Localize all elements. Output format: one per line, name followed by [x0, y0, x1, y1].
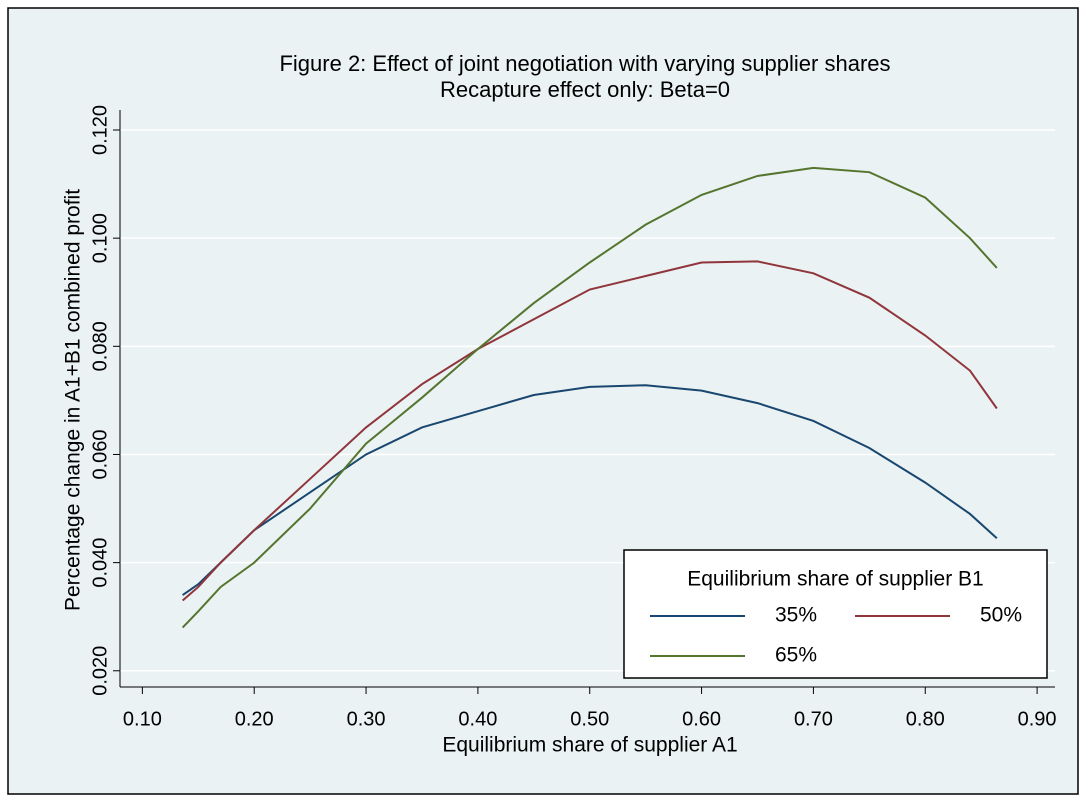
y-tick-label: 0.040: [89, 538, 111, 588]
x-tick-label: 0.70: [794, 708, 833, 730]
chart-title: Figure 2: Effect of joint negotiation wi…: [279, 51, 890, 76]
series-line: [181, 260, 998, 602]
x-tick-label: 0.80: [906, 708, 945, 730]
y-tick-label: 0.060: [89, 429, 111, 479]
legend-label: 35%: [775, 604, 817, 627]
x-axis-label: Equilibrium share of supplier A1: [442, 734, 737, 757]
series-line: [181, 166, 998, 629]
x-tick-label: 0.20: [235, 708, 274, 730]
y-tick-label: 0.020: [89, 646, 111, 696]
y-tick-label: 0.120: [89, 105, 111, 155]
x-tick-label: 0.40: [458, 708, 497, 730]
x-tick-label: 0.90: [1018, 708, 1057, 730]
legend-label: 65%: [775, 644, 817, 667]
chart-subtitle: Recapture effect only: Beta=0: [440, 77, 730, 102]
x-tick-label: 0.10: [123, 708, 162, 730]
x-tick-label: 0.30: [347, 708, 386, 730]
x-tick-label: 0.60: [682, 708, 721, 730]
legend-label: 50%: [980, 604, 1022, 627]
legend-title: Equilibrium share of supplier B1: [687, 568, 983, 591]
y-tick-label: 0.100: [89, 213, 111, 263]
y-tick-label: 0.080: [89, 321, 111, 371]
x-tick-label: 0.50: [570, 708, 609, 730]
y-axis-label: Percentage change in A1+B1 combined prof…: [62, 189, 85, 611]
